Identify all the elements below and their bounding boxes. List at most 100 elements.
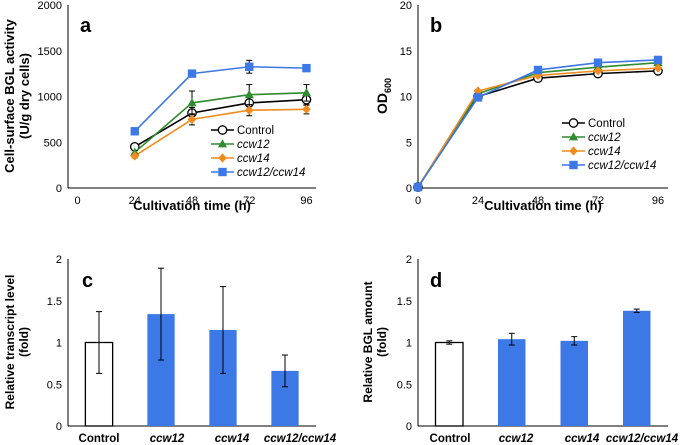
y-tick-label: 1.5	[397, 296, 412, 308]
data-point	[244, 89, 254, 99]
panel-a-x-label: Cultivation time (h)	[133, 198, 251, 213]
panel-c: c 0 0.5 1 1.5 2 Control ccw12 ccw14 ccw12/cc…	[3, 254, 337, 445]
data-point	[130, 151, 140, 161]
legend-entry-ccw14: ccw14	[211, 153, 270, 165]
x-tick-label: 72	[243, 195, 255, 207]
panel-a-y-label-line2: (U/g dry cells)	[17, 53, 32, 139]
y-tick-label: 1	[56, 338, 62, 350]
panel-a-y-label-line1: Cell-surface BGL activity	[2, 18, 17, 172]
legend-label-ccw12: ccw12	[588, 132, 621, 144]
series-line	[134, 98, 307, 148]
panel-c-y-label-line1: Relative transcript level	[3, 275, 17, 410]
error-bar	[508, 332, 515, 346]
legend-entry-control: Control	[562, 118, 625, 130]
error-bar	[633, 308, 640, 313]
x-tick-label: 0	[415, 195, 421, 207]
panel-d-y-label-line2: (fold)	[375, 327, 389, 357]
y-tick-label: 0	[406, 183, 412, 195]
legend-marker	[568, 118, 579, 128]
panel-b: b 0 5 10 15 20 0 24 48 72 96 Cultivation time (h…	[374, 0, 668, 213]
data-point	[413, 182, 423, 192]
x-tick-label: 0	[74, 195, 80, 207]
data-point	[593, 66, 603, 76]
data-point	[473, 93, 483, 102]
error-bar	[96, 311, 102, 374]
legend-entry-ccw12-ccw14: ccw12/ccw14	[211, 167, 305, 179]
legend-label-ccw12: ccw12	[237, 139, 270, 151]
y-tick-label: 1	[406, 338, 412, 350]
error-bar	[282, 354, 288, 388]
x-tick-label: 24	[472, 195, 484, 207]
legend-marker	[217, 125, 228, 135]
data-point	[653, 63, 663, 73]
data-point	[533, 70, 543, 81]
bar-ccw12-ccw14	[623, 310, 651, 426]
series-line	[134, 92, 307, 153]
legend-marker	[569, 146, 578, 156]
legend-label-control: Control	[588, 118, 625, 130]
legend-entry-ccw12: ccw12	[211, 139, 270, 151]
data-point	[187, 114, 197, 124]
panel-a: a 0 500 1000 1500 2000 0 24 48 72 96 Cultivation…	[2, 0, 316, 213]
panel-a-label: a	[80, 15, 92, 37]
panel-b-x-ticks: 0 24 48 72 96	[415, 195, 664, 207]
series-ccw12-ccw14	[130, 59, 311, 136]
y-tick-label: 2	[406, 254, 412, 266]
panel-b-label: b	[430, 15, 442, 37]
category-label-control: Control	[79, 433, 120, 445]
y-tick-label: 2000	[38, 0, 62, 12]
y-tick-label: 1000	[38, 92, 62, 104]
error-bar	[220, 286, 226, 374]
x-tick-label: 96	[652, 195, 664, 207]
panel-d-y-label: Relative BGL amount (fold)	[361, 281, 389, 402]
y-tick-label: 0.5	[47, 379, 62, 391]
data-point	[245, 62, 254, 71]
legend-label-ccw12-ccw14: ccw12/ccw14	[588, 160, 656, 172]
panel-c-plot	[84, 267, 299, 427]
y-tick-label: 1500	[38, 46, 62, 58]
panel-a-x-ticks: 0 24 48 72 96	[74, 195, 312, 207]
category-label-ccw12: ccw12	[499, 433, 534, 445]
panel-a-plot	[129, 59, 312, 161]
panel-d-y-label-line1: Relative BGL amount	[361, 281, 375, 402]
series-ccw12-ccw14	[413, 55, 663, 192]
y-tick-label: 0	[56, 183, 62, 195]
legend-label-control: Control	[237, 125, 274, 137]
panel-c-y-label: Relative transcript level (fold)	[3, 275, 31, 410]
panel-c-y-ticks: 0 0.5 1 1.5 2	[47, 254, 62, 433]
category-label-control: Control	[430, 433, 471, 445]
y-tick-label: 10	[400, 92, 412, 104]
series-line	[134, 108, 307, 157]
legend-marker	[568, 132, 579, 141]
legend-label-ccw14: ccw14	[237, 153, 270, 165]
series-ccw14	[130, 104, 311, 161]
x-tick-label: 24	[129, 195, 141, 207]
category-label-ccw12-ccw14: ccw12/ccw14	[606, 433, 679, 445]
y-tick-label: 1.5	[47, 296, 62, 308]
y-tick-label: 500	[44, 137, 62, 149]
data-point	[593, 58, 603, 67]
panel-b-y-label: OD600	[374, 78, 393, 114]
category-label-ccw12-ccw14: ccw12/ccw14	[264, 433, 337, 445]
x-tick-label: 72	[592, 195, 604, 207]
y-tick-label: 0.5	[397, 379, 412, 391]
x-tick-label: 48	[186, 195, 198, 207]
data-point	[302, 63, 311, 73]
series-Control	[129, 93, 312, 152]
panel-a-axes	[67, 5, 316, 189]
panel-d-label: d	[430, 270, 442, 292]
data-point	[533, 65, 543, 75]
x-tick-label: 96	[300, 195, 312, 207]
legend-marker	[218, 167, 227, 177]
panel-b-y-label-text: OD600	[374, 78, 393, 114]
panel-b-legend: Control ccw12 ccw14 ccw12/ccw14	[562, 118, 656, 172]
legend-marker	[217, 139, 228, 148]
category-label-ccw14: ccw14	[215, 433, 250, 445]
legend-label-ccw12-ccw14: ccw12/ccw14	[237, 167, 305, 179]
error-bar	[158, 267, 164, 361]
panel-b-y-label-sub: 600	[383, 78, 393, 93]
y-tick-label: 15	[400, 46, 412, 58]
y-tick-label: 0	[56, 421, 62, 433]
y-tick-label: 0	[406, 421, 412, 433]
